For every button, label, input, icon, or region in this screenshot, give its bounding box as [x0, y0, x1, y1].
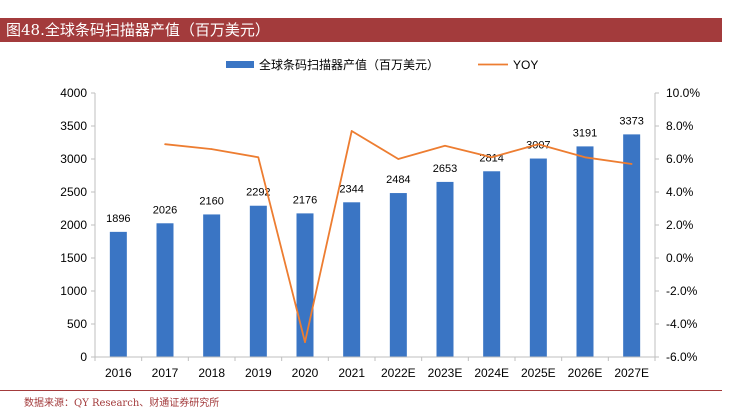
yoy-line-series: [164, 130, 633, 343]
bar: [109, 231, 127, 357]
bar: [529, 158, 547, 357]
yoy-point: [490, 156, 493, 159]
left-tick-label: 1500: [60, 251, 87, 265]
x-tick-label: 2024E: [474, 366, 509, 380]
x-tick-label: 2022E: [381, 366, 416, 380]
bar: [623, 134, 641, 357]
x-tick-label: 2023E: [428, 366, 463, 380]
x-tick-label: 2020: [292, 366, 319, 380]
legend-line-label: YOY: [513, 58, 538, 72]
legend-bar-swatch: [226, 61, 254, 68]
bar-data-label: 2484: [386, 174, 410, 186]
bar-data-label: 2292: [246, 187, 270, 199]
legend: 全球条码扫描器产值（百万美元） YOY: [226, 57, 538, 72]
yoy-point: [630, 163, 633, 165]
right-tick-label: -6.0%: [666, 350, 698, 364]
bar: [343, 202, 361, 357]
yoy-point: [444, 145, 446, 147]
x-tick-label: 2018: [198, 366, 225, 380]
x-tick-label: 2019: [245, 366, 272, 380]
bar: [389, 193, 407, 357]
yoy-point: [304, 341, 306, 343]
bar-data-label: 2160: [199, 195, 223, 207]
source-note: 数据来源：QY Research、财通证券研究所: [24, 398, 220, 409]
left-tick-label: 0: [80, 350, 87, 364]
left-tick-label: 3500: [60, 119, 87, 133]
yoy-point: [257, 156, 260, 159]
yoy-point: [537, 143, 540, 145]
right-tick-label: 10.0%: [666, 86, 700, 100]
left-tick-label: 1000: [60, 284, 87, 298]
yoy-point: [164, 143, 166, 145]
bar-data-label: 3373: [619, 115, 643, 127]
bar: [576, 146, 594, 357]
left-tick-label: 500: [67, 317, 87, 331]
bar: [436, 181, 454, 357]
bar: [483, 171, 501, 357]
bar: [203, 214, 221, 357]
yoy-point: [350, 130, 353, 132]
right-tick-label: 6.0%: [666, 152, 694, 166]
left-tick-label: 2500: [60, 185, 87, 199]
legend-bar-label: 全球条码扫描器产值（百万美元）: [259, 57, 439, 72]
right-tick-label: 4.0%: [666, 185, 694, 199]
left-tick-label: 3000: [60, 152, 87, 166]
bar-data-label: 2176: [293, 194, 317, 206]
left-axis: 0 500 1000 1500 2000 2500 3000 3500 4000: [60, 86, 96, 364]
x-axis: 2016 2017 2018 2019 2020 2021 2022E 2023E 2024E 2…: [94, 356, 656, 380]
bar: [296, 213, 314, 357]
x-tick-label: 2021: [338, 366, 365, 380]
bar-series: 1896202621602292217623442484265328143007…: [106, 115, 644, 357]
right-axis: -6.0% -4.0% -2.0% 0.0% 2.0% 4.0% 6.0% 8.0% 10.0%: [654, 86, 700, 364]
bar-data-label: 2026: [153, 204, 177, 216]
x-tick-label: 2025E: [521, 366, 556, 380]
right-tick-label: 0.0%: [666, 251, 694, 265]
bar-data-label: 2653: [433, 163, 457, 175]
x-tick-label: 2026E: [568, 366, 603, 380]
yoy-point: [397, 158, 400, 160]
bar-data-label: 1896: [106, 213, 130, 225]
bar-data-label: 2344: [339, 183, 363, 195]
right-tick-label: -2.0%: [666, 284, 698, 298]
x-tick-label: 2017: [152, 366, 179, 380]
source-divider: [0, 390, 722, 391]
bar-data-label: 3191: [573, 127, 597, 139]
x-tick-label: 2016: [105, 366, 132, 380]
left-tick-label: 2000: [60, 218, 87, 232]
right-tick-label: 8.0%: [666, 119, 694, 133]
figure-title: 图48.全球条码扫描器产值（百万美元）: [0, 18, 722, 42]
right-tick-label: -4.0%: [666, 317, 698, 331]
bar: [249, 205, 267, 357]
x-tick-label: 2027E: [614, 366, 649, 380]
yoy-point: [210, 148, 213, 150]
right-tick-label: 2.0%: [666, 218, 694, 232]
yoy-point: [584, 156, 586, 159]
bar-data-label: 3007: [526, 140, 550, 152]
left-tick-label: 4000: [60, 86, 87, 100]
bar: [156, 223, 174, 357]
